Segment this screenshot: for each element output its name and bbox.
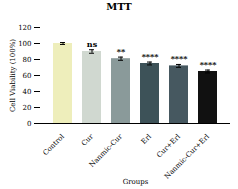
svg-text:40: 40 (23, 88, 32, 96)
svg-text:60: 60 (23, 72, 32, 80)
svg-text:Groups: Groups (123, 178, 149, 186)
svg-text:****: **** (171, 53, 189, 63)
svg-text:20: 20 (23, 104, 32, 112)
svg-text:0: 0 (27, 120, 31, 128)
svg-text:Erl: Erl (140, 132, 154, 146)
html-text:MTT: MTT (106, 1, 132, 12)
svg-text:120: 120 (18, 24, 31, 32)
svg-text:100: 100 (18, 40, 31, 48)
svg-text:80: 80 (23, 56, 32, 64)
svg-text:Cell Viability (100%): Cell Viability (100%) (9, 39, 17, 112)
svg-text:Cur: Cur (80, 132, 95, 147)
svg-text:****: **** (142, 51, 160, 61)
svg-text:**: ** (117, 46, 126, 56)
svg-text:ns: ns (87, 39, 98, 49)
svg-text:****: **** (200, 59, 218, 69)
svg-text:Nanmic-Cur: Nanmic-Cur (88, 132, 125, 169)
svg-text:Cur+Erl: Cur+Erl (155, 132, 182, 159)
svg-text:Control: Control (41, 132, 66, 157)
svg-text:Nanmic-Cur+Erl: Nanmic-Cur+Erl (163, 132, 211, 180)
